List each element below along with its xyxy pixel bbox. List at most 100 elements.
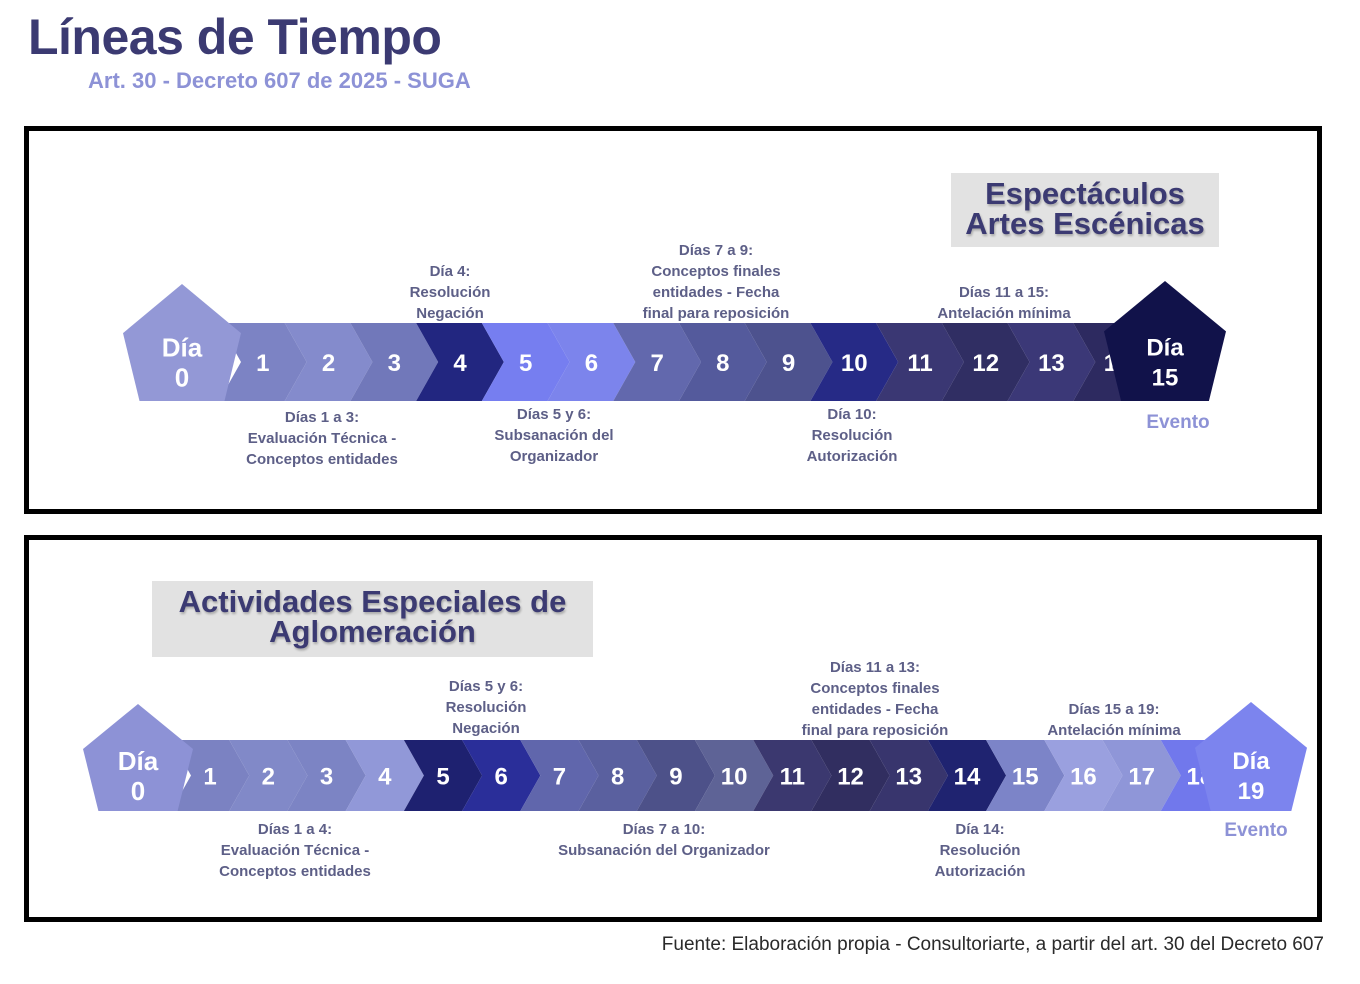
annotation-line: Días 1 a 4:: [257, 821, 333, 838]
day-label-2: 2: [322, 350, 335, 377]
annotation-line: Días 5 y 6:: [516, 406, 592, 423]
day-chevron-12: [811, 740, 890, 811]
day-chevron-13: [869, 740, 948, 811]
annotation-line: Día 14:: [955, 821, 1005, 838]
annotation-resolution-denial: Día 4: Resolución Negación: [410, 261, 491, 324]
day-label-5: 5: [519, 350, 532, 377]
annotation-authorization: Día 14: Resolución Autorización: [935, 819, 1026, 882]
day-chevron-8: [679, 323, 767, 401]
day-label-7: 7: [553, 764, 566, 791]
annotation-line: Días 7 a 9:: [678, 242, 754, 259]
annotation-line: Días 1 a 3:: [284, 409, 360, 426]
event-label: Evento: [1146, 412, 1210, 433]
day-label-8: 8: [611, 764, 624, 791]
day-label-3: 3: [320, 764, 333, 791]
annotation-line: Negación: [452, 720, 520, 737]
timeline-title: Espectáculos Artes Escénicas: [951, 173, 1219, 247]
day-label-9: 9: [669, 764, 682, 791]
annotation-line: Antelación mínima: [1047, 722, 1181, 739]
start-day-marker-label: Día: [162, 333, 203, 363]
annotation-line: entidades - Fecha: [811, 701, 939, 718]
day-chevron-5: [403, 740, 483, 811]
annotation-line: Día 4:: [429, 263, 471, 280]
annotation-final-concepts: Días 7 a 9: Conceptos finales entidades …: [643, 240, 790, 324]
day-label-13: 13: [1038, 350, 1065, 377]
annotation-line: Resolución: [811, 427, 893, 444]
annotation-line: Días 11 a 15:: [958, 284, 1050, 301]
annotation-correction: Días 5 y 6: Subsanación del Organizador: [494, 404, 613, 467]
timeline-title-line: Actividades Especiales de: [178, 584, 567, 619]
source-note: Fuente: Elaboración propia - Consultoria…: [661, 934, 1324, 955]
event-day-marker-shape: [1195, 702, 1307, 811]
annotation-line: Conceptos entidades: [246, 451, 398, 468]
day-chevron-16: [1044, 740, 1123, 811]
timeline-panel-aglomeracion: Actividades Especiales de Aglomeración 1…: [24, 535, 1322, 922]
annotation-line: Conceptos finales: [810, 680, 940, 697]
day-chevron-3: [350, 323, 439, 401]
day-label-2: 2: [262, 764, 275, 791]
annotation-line: Antelación mínima: [937, 305, 1071, 322]
start-day-marker-label: 0: [175, 363, 189, 393]
event-day-marker-label: 15: [1152, 365, 1179, 392]
event-day-marker-label: 19: [1238, 778, 1265, 805]
start-day-marker-label: 0: [131, 776, 145, 806]
annotation-final-concepts: Días 11 a 13: Conceptos finales entidade…: [802, 657, 949, 741]
timeline-title-line: Espectáculos: [985, 176, 1185, 211]
day-chevron-9: [744, 323, 833, 401]
day-label-3: 3: [388, 350, 401, 377]
annotation-line: Resolución: [445, 699, 527, 716]
annotation-line: Evaluación Técnica -: [220, 842, 370, 859]
annotation-minimum-notice: Días 11 a 15: Antelación mínima: [937, 282, 1070, 324]
day-label-16: 16: [1070, 764, 1097, 791]
day-chevron-1: [219, 323, 307, 401]
page-subtitle: Art. 30 - Decreto 607 de 2025 - SUGA: [88, 68, 471, 93]
day-chevron-3: [287, 740, 366, 811]
day-chevron-8: [578, 740, 657, 811]
day-chevron-11: [753, 740, 832, 811]
day-label-11: 11: [907, 350, 932, 377]
start-day-marker-shape: [83, 704, 193, 811]
timeline-panel-espectaculos: Espectáculos Artes Escénicas 1 2 3 4 5 6 7 8 9 10…: [24, 126, 1322, 514]
annotation-line: Subsanación del: [494, 427, 614, 444]
day-label-8: 8: [716, 350, 729, 377]
page-title: Líneas de Tiempo: [28, 9, 442, 65]
timeline-diagram: 1234567891011121314Día0Día15: [123, 281, 1226, 401]
annotation-line: Días 5 y 6:: [448, 678, 524, 695]
day-label-1: 1: [203, 764, 216, 791]
annotation-line: final para reposición: [801, 722, 949, 739]
start-day-marker-label: Día: [118, 746, 159, 776]
day-chevron-2: [229, 740, 308, 811]
day-label-10: 10: [721, 764, 748, 791]
day-label-6: 6: [585, 350, 598, 377]
day-chevron-6: [462, 740, 541, 811]
day-chevron-7: [520, 740, 599, 811]
day-label-11: 11: [780, 764, 805, 791]
annotation-technical-evaluation: Días 1 a 4: Evaluación Técnica - Concept…: [219, 819, 371, 882]
annotation-line: Subsanación del Organizador: [558, 842, 770, 859]
annotation-minimum-notice: Días 15 a 19: Antelación mínima: [1047, 699, 1180, 741]
day-label-14: 14: [954, 764, 981, 791]
day-chevron-2: [284, 323, 373, 401]
day-label-10: 10: [841, 350, 868, 377]
day-label-1: 1: [256, 350, 269, 377]
timeline-title-line: Artes Escénicas: [965, 206, 1205, 241]
timeline-title: Actividades Especiales de Aglomeración: [152, 581, 593, 657]
timeline-title-line: Aglomeración: [269, 614, 476, 649]
annotation-line: Días 7 a 10:: [622, 821, 706, 838]
day-label-9: 9: [782, 350, 795, 377]
event-day-marker: Día 15: [1104, 281, 1226, 401]
day-chevron-9: [636, 740, 715, 811]
annotation-line: Negación: [416, 305, 484, 322]
day-chevron-10: [810, 323, 899, 401]
day-chevron-12: [941, 323, 1030, 401]
annotation-authorization: Día 10: Resolución Autorización: [807, 404, 898, 467]
day-label-13: 13: [895, 764, 922, 791]
annotation-line: Conceptos entidades: [219, 863, 371, 880]
day-label-5: 5: [436, 764, 449, 791]
event-day-marker-label: Día: [1146, 335, 1184, 362]
annotation-line: Evaluación Técnica -: [247, 430, 397, 447]
event-day-marker-shape: [1104, 281, 1226, 401]
annotation-line: Organizador: [509, 448, 599, 465]
day-chevron-15: [986, 740, 1065, 811]
